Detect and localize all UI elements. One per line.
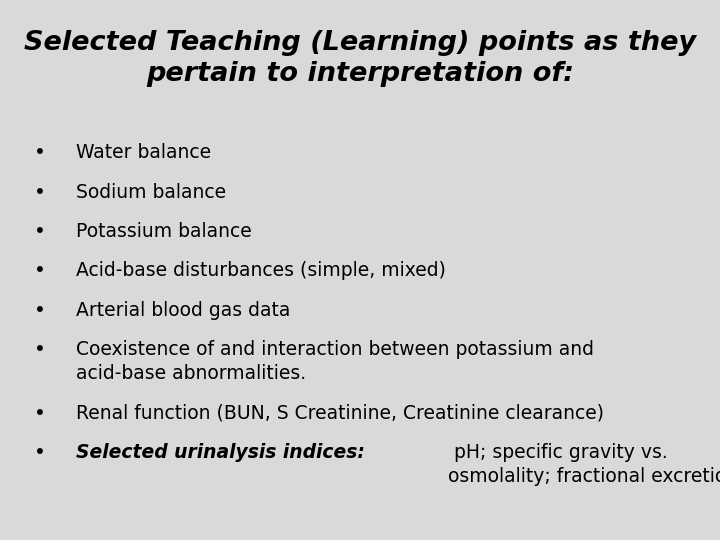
Text: •: • bbox=[34, 404, 45, 423]
Text: Potassium balance: Potassium balance bbox=[76, 222, 251, 241]
Text: •: • bbox=[34, 340, 45, 359]
Text: •: • bbox=[34, 261, 45, 280]
Text: •: • bbox=[34, 301, 45, 320]
Text: Water balance: Water balance bbox=[76, 143, 211, 162]
Text: •: • bbox=[34, 222, 45, 241]
Text: Acid-base disturbances (simple, mixed): Acid-base disturbances (simple, mixed) bbox=[76, 261, 446, 280]
Text: •: • bbox=[34, 143, 45, 162]
Text: Selected Teaching (Learning) points as they
pertain to interpretation of:: Selected Teaching (Learning) points as t… bbox=[24, 30, 696, 87]
Text: Arterial blood gas data: Arterial blood gas data bbox=[76, 301, 290, 320]
Text: •: • bbox=[34, 443, 45, 462]
Text: •: • bbox=[34, 183, 45, 201]
Text: Coexistence of and interaction between potassium and
acid-base abnormalities.: Coexistence of and interaction between p… bbox=[76, 340, 593, 383]
Text: Selected urinalysis indices:: Selected urinalysis indices: bbox=[76, 443, 364, 462]
Text: Renal function (BUN, S Creatinine, Creatinine clearance): Renal function (BUN, S Creatinine, Creat… bbox=[76, 404, 603, 423]
Text: pH; specific gravity vs.
osmolality; fractional excretion of sodium: pH; specific gravity vs. osmolality; fra… bbox=[449, 443, 720, 486]
Text: Sodium balance: Sodium balance bbox=[76, 183, 226, 201]
